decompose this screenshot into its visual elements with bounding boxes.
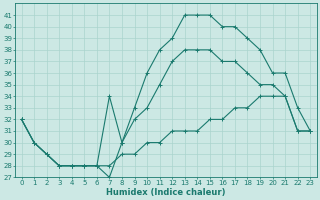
X-axis label: Humidex (Indice chaleur): Humidex (Indice chaleur) [106,188,226,197]
